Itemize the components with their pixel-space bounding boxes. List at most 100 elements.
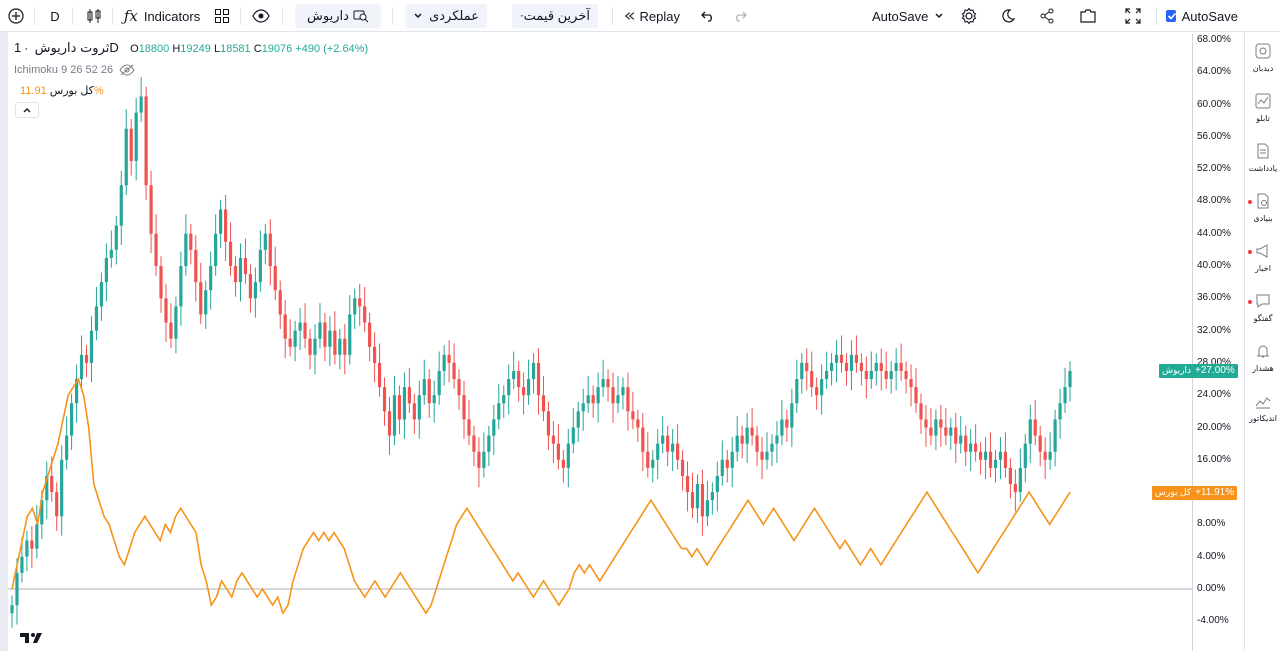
performance-dropdown[interactable]: عملکردی: [405, 4, 487, 28]
sidebar-item-chart-board[interactable]: تابلو: [1245, 92, 1280, 123]
collapse-legend-button[interactable]: [15, 102, 39, 118]
candle-body: [551, 435, 556, 444]
candle-body: [571, 427, 575, 444]
interval-button[interactable]: D: [46, 4, 64, 28]
candle: [874, 353, 878, 386]
candle-body: [303, 322, 307, 339]
share-button[interactable]: [1037, 4, 1057, 28]
price-axis[interactable]: 68.00% 64.00% 60.00% 56.00% 52.00% 48.00% 44.0…: [1152, 34, 1244, 651]
tradingview-logo[interactable]: [18, 630, 46, 650]
candle-body: [924, 419, 928, 428]
candle: [685, 461, 690, 512]
layouts-button[interactable]: [212, 4, 232, 28]
close-label: C: [253, 43, 262, 55]
sidebar-item-alert-bell[interactable]: هشدار: [1245, 342, 1280, 373]
candle-body: [983, 451, 988, 460]
candle-body: [313, 338, 317, 355]
candle: [740, 425, 744, 459]
eye-hidden-icon[interactable]: [119, 64, 135, 76]
candle: [924, 404, 928, 447]
axis-tick-label: 8.00%: [1197, 518, 1226, 530]
indicator-legend[interactable]: Ichimoku 9 26 52 26: [14, 64, 135, 76]
candle: [338, 328, 342, 370]
symbol-search-label: داریوش: [307, 8, 349, 23]
redo-button[interactable]: [730, 4, 750, 28]
autosave-dropdown[interactable]: AutoSave: [872, 4, 944, 28]
compare-name: کل بورس: [49, 85, 94, 97]
sidebar-item-notes[interactable]: یادداشت: [1245, 142, 1280, 173]
candle-body: [879, 362, 883, 371]
price-chart[interactable]: [8, 34, 1192, 651]
candle: [84, 345, 89, 378]
candle-body: [109, 249, 113, 258]
autosave-checkbox[interactable]: AutoSave: [1166, 4, 1238, 28]
candle: [1063, 367, 1067, 413]
undo-button[interactable]: [698, 4, 718, 28]
sidebar-item-watchlist[interactable]: دیدبان: [1245, 42, 1280, 73]
visibility-button[interactable]: [251, 4, 271, 28]
candle: [790, 388, 794, 447]
sidebar-item-indicator[interactable]: اندیکاتور: [1245, 392, 1280, 423]
symbol-search-button[interactable]: داریوش: [295, 4, 381, 28]
candle-body: [909, 379, 913, 388]
replay-button[interactable]: Replay: [624, 4, 680, 28]
snapshot-button[interactable]: [1078, 4, 1098, 28]
sidebar-item-news-megaphone[interactable]: اخبار: [1245, 242, 1280, 273]
gear-icon: [961, 7, 977, 25]
last-price-dropdown[interactable]: آخرین قیمت: [512, 4, 598, 28]
sidebar-item-chat[interactable]: گفتگو: [1245, 292, 1280, 323]
candle: [551, 421, 556, 464]
candle-body: [214, 233, 218, 266]
sidebar-item-fundamentals[interactable]: بنیادی: [1245, 192, 1280, 223]
candle-body: [919, 403, 923, 420]
candle: [99, 272, 104, 321]
candle: [154, 214, 158, 276]
candle: [964, 425, 968, 467]
legend-interval: 1D: [14, 40, 119, 55]
candle-body: [15, 572, 19, 606]
add-symbol-button[interactable]: [6, 4, 26, 28]
candle: [631, 391, 635, 430]
sidebar-item-label: هشدار: [1252, 364, 1274, 373]
fullscreen-button[interactable]: [1123, 4, 1143, 28]
candle-body: [606, 379, 610, 388]
candle: [1003, 432, 1008, 478]
candle: [164, 283, 168, 342]
open-value: 18800: [138, 43, 170, 55]
candle: [387, 396, 392, 455]
news-megaphone-icon: [1256, 244, 1268, 258]
chevron-down-icon: [935, 13, 943, 19]
candle: [1008, 458, 1012, 499]
camera-icon: [1080, 9, 1096, 23]
candle: [199, 262, 203, 325]
chart-style-button[interactable]: [84, 4, 104, 28]
candle: [452, 343, 456, 389]
toolbar-divider: [112, 7, 113, 25]
candle-body: [522, 387, 526, 396]
low-value: 18581: [220, 43, 251, 55]
candle: [124, 109, 128, 195]
candle: [775, 421, 779, 464]
indicators-button[interactable]: ƒx Indicators: [124, 4, 200, 28]
candle: [258, 230, 262, 292]
candle: [10, 595, 14, 628]
settings-button[interactable]: [959, 4, 979, 28]
chevron-up-icon: [23, 108, 31, 113]
share-icon: [1040, 8, 1054, 24]
candle: [869, 351, 873, 389]
candle: [919, 393, 923, 434]
candle-body: [834, 354, 839, 363]
chart-pane[interactable]: ثروت داریوش ·1D O18800 H19249 L18581 C19…: [8, 34, 1192, 651]
candle-body: [353, 298, 357, 315]
theme-toggle[interactable]: [997, 4, 1017, 28]
candle: [889, 361, 893, 394]
candle-body: [929, 427, 933, 436]
candle-body: [1013, 484, 1017, 493]
toolbar-divider: [392, 7, 393, 25]
candle: [228, 222, 233, 276]
axis-tick-label: 4.00%: [1197, 550, 1226, 562]
low-label: L: [213, 43, 221, 55]
candle: [894, 348, 898, 391]
candle: [169, 303, 173, 349]
candle: [328, 316, 332, 367]
